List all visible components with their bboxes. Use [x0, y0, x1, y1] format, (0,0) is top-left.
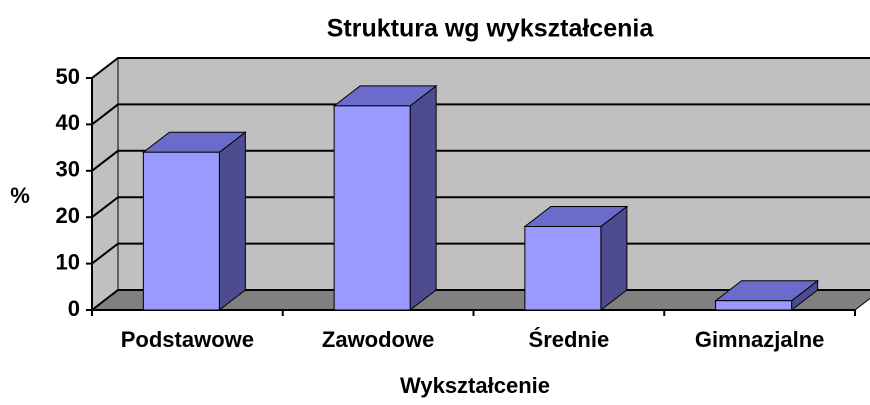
x-tick-label: Średnie	[529, 327, 610, 352]
x-axis-label: Wykształcenie	[400, 373, 550, 398]
bar	[333, 105, 411, 311]
grid-line	[91, 149, 870, 172]
bar-side	[409, 84, 437, 312]
bar	[142, 151, 220, 311]
bar	[524, 225, 602, 311]
y-tick-label: 40	[56, 110, 80, 135]
x-tick-label: Zawodowe	[322, 327, 434, 352]
y-tick-label: 30	[56, 157, 80, 182]
bar-side	[218, 131, 246, 312]
y-tick-label: 0	[68, 296, 80, 321]
y-tick-label: 10	[56, 249, 80, 274]
bar	[715, 300, 793, 311]
side-wall	[91, 56, 119, 312]
y-tick-label: 50	[56, 64, 80, 89]
chart-title: Struktura wg wykształcenia	[327, 15, 655, 43]
x-tick-label: Podstawowe	[121, 327, 254, 352]
y-axis-label: %	[10, 183, 30, 208]
grid-line	[91, 57, 870, 79]
y-tick-label: 20	[56, 203, 80, 228]
x-tick-label: Gimnazjalne	[695, 327, 825, 352]
grid-line	[91, 103, 870, 126]
grid-line	[91, 196, 870, 218]
